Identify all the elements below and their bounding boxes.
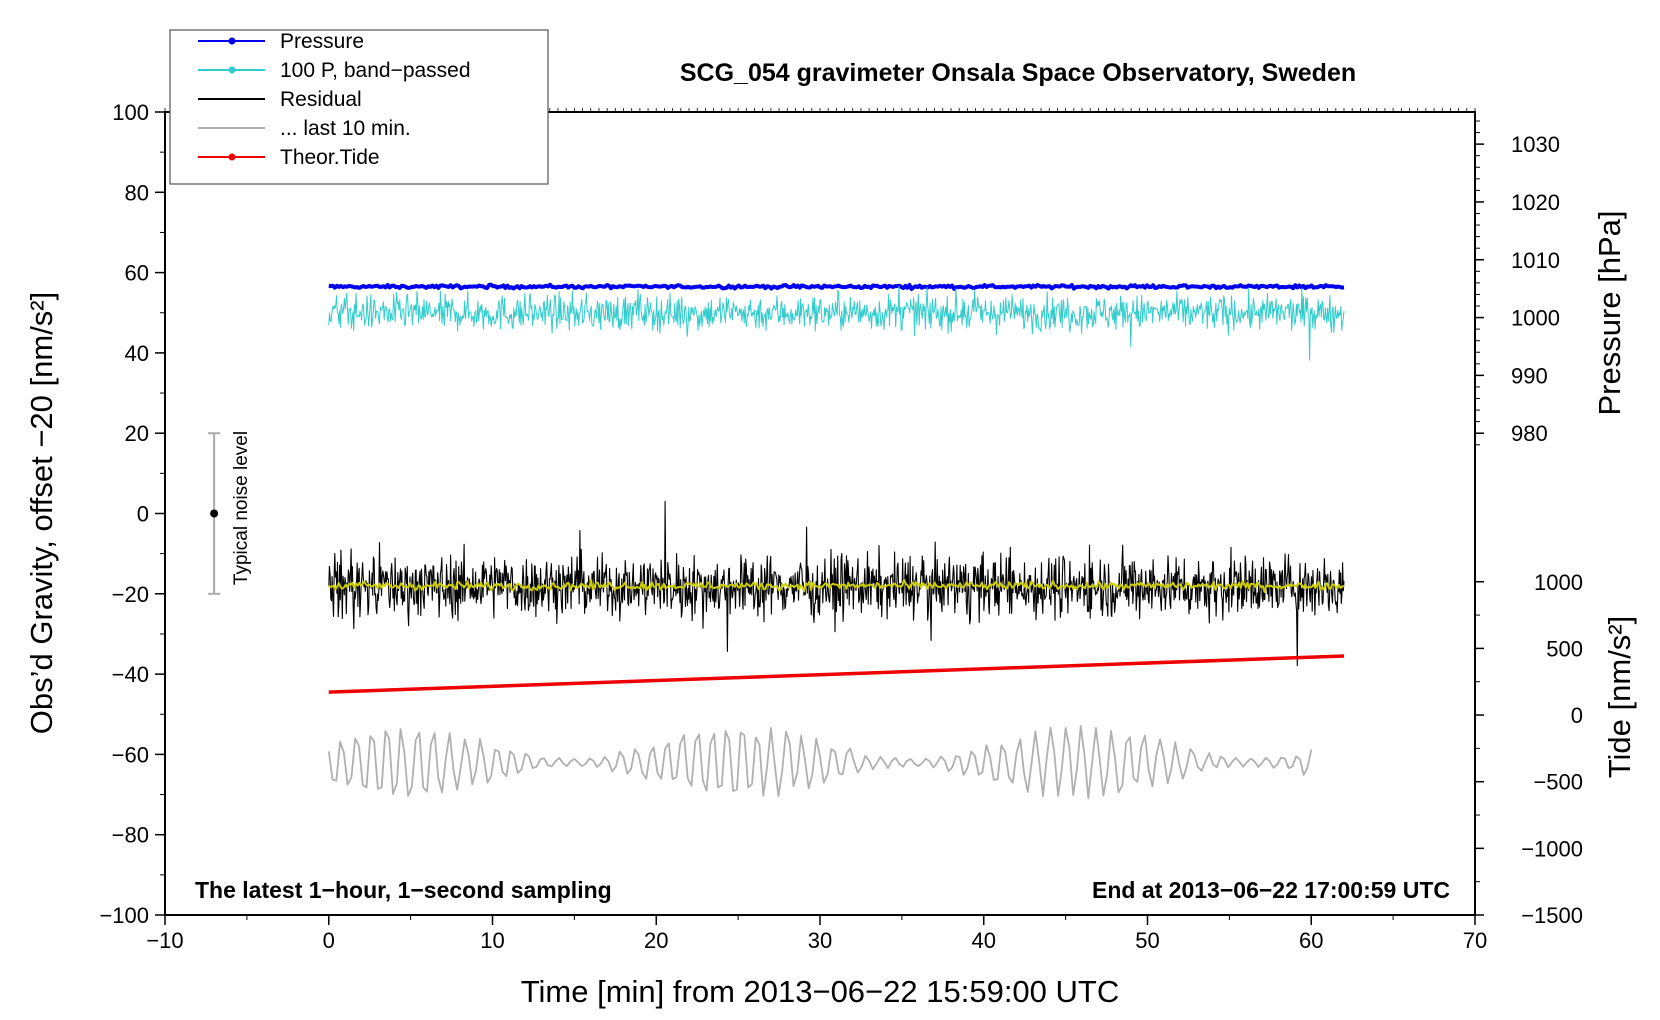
- tide-tick-label: 1000: [1534, 570, 1583, 595]
- legend-marker: [228, 153, 236, 161]
- legend-marker: [228, 37, 236, 45]
- noise-bar-center: [210, 509, 219, 518]
- legend: Pressure 100 P, band−passed Residual ... la…: [169, 29, 549, 185]
- y-tick-label: −100: [99, 903, 149, 928]
- series-100-p-band-passed: [328, 285, 1345, 361]
- x-tick-label: 40: [972, 928, 996, 953]
- x-tick-label: 20: [644, 928, 668, 953]
- x-tick-label: −10: [146, 928, 183, 953]
- series-layer: [327, 282, 1345, 800]
- x-tick-label: 50: [1135, 928, 1159, 953]
- plot-frame: [164, 111, 1476, 916]
- legend-label: 100 P, band−passed: [280, 59, 471, 82]
- x-tick-label: 0: [323, 928, 335, 953]
- series-pressure: [328, 282, 1345, 291]
- tide-axis-title: Tide [nm/s²]: [1602, 616, 1637, 779]
- legend-label: ... last 10 min.: [280, 117, 411, 140]
- tide-tick-label: 500: [1546, 636, 1583, 661]
- noise-level-bar: [208, 432, 221, 595]
- tide-tick-label: −1500: [1521, 903, 1583, 928]
- tide-tick-label: −500: [1533, 770, 1583, 795]
- pressure-tick-label: 1000: [1511, 306, 1560, 331]
- legend-items: Pressure 100 P, band−passed Residual ... la…: [198, 30, 471, 169]
- y-tick-label: 60: [125, 261, 149, 286]
- y-axis-title-left: Obs’d Gravity, offset −20 [nm/s²]: [24, 292, 59, 735]
- y-tick-label: 0: [137, 502, 149, 527]
- pressure-tick-label: 1020: [1511, 190, 1560, 215]
- y-tick-label: −40: [112, 662, 149, 687]
- ticks-layer: −10 0 10 20 30 40 50 60 70100806040200−20−40−60−…: [99, 100, 1583, 953]
- y-tick-label: 20: [125, 421, 149, 446]
- pressure-tick-label: 1010: [1511, 248, 1560, 273]
- y-tick-label: 40: [125, 341, 149, 366]
- series-residual: [328, 500, 1345, 667]
- x-tick-label: 10: [480, 928, 504, 953]
- annotation-end-time: End at 2013−06−22 17:00:59 UTC: [1092, 877, 1450, 903]
- legend-marker: [228, 66, 236, 74]
- noise-level-label: Typical noise level: [231, 431, 252, 585]
- series-last-10-min: [327, 725, 1313, 800]
- chart-title: SCG_054 gravimeter Onsala Space Observat…: [680, 59, 1356, 87]
- y-tick-label: −80: [112, 823, 149, 848]
- x-tick-label: 30: [808, 928, 832, 953]
- y-tick-label: −60: [112, 742, 149, 767]
- y-tick-label: 80: [125, 180, 149, 205]
- pressure-axis-title: Pressure [hPa]: [1592, 210, 1627, 415]
- pressure-tick-label: 1030: [1511, 132, 1560, 157]
- tide-tick-label: −1000: [1521, 836, 1583, 861]
- annotation-sampling: The latest 1−hour, 1−second sampling: [195, 877, 612, 903]
- y-tick-label: 100: [112, 100, 149, 125]
- pressure-tick-label: 980: [1511, 421, 1548, 446]
- legend-label: Residual: [280, 88, 362, 111]
- x-axis-title: Time [min] from 2013−06−22 15:59:00 UTC: [521, 974, 1120, 1009]
- legend-label: Pressure: [280, 30, 364, 53]
- tide-tick-label: 0: [1571, 703, 1583, 728]
- x-tick-label: 60: [1299, 928, 1323, 953]
- series-theor-tide: [328, 654, 1345, 694]
- legend-label: Theor.Tide: [280, 146, 380, 169]
- pressure-tick-label: 990: [1511, 363, 1548, 388]
- series-smoothed-residual: [328, 578, 1345, 593]
- x-tick-label: 70: [1463, 928, 1487, 953]
- y-tick-label: −20: [112, 582, 149, 607]
